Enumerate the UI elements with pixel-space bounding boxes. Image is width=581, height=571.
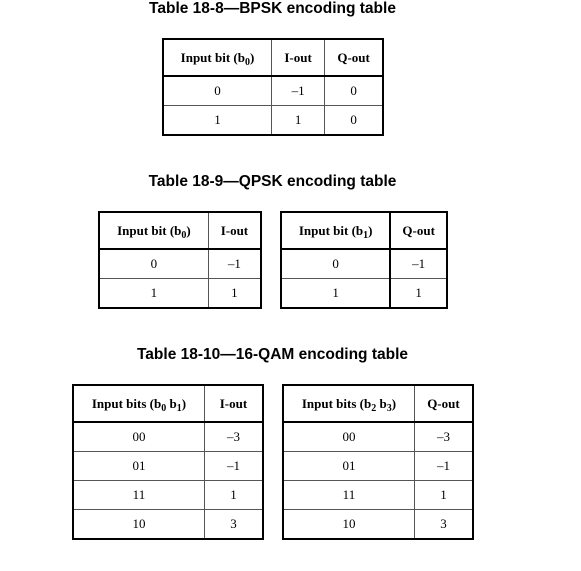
input-cell: 10 — [282, 509, 415, 540]
input-cell: 10 — [72, 509, 205, 540]
q-out-cell: –1 — [413, 451, 474, 481]
bpsk-table-caption: Table 18-8—BPSK encoding table — [149, 0, 396, 17]
header-text: ) — [249, 49, 255, 65]
header-subscript: 2 — [371, 402, 377, 414]
table-row: 01 –1 — [72, 451, 264, 481]
header-text: Input bits (b — [91, 395, 162, 411]
input-cell: 1 — [98, 278, 209, 309]
header-text: ) — [186, 222, 191, 238]
i-out-header: I-out — [203, 384, 264, 423]
input-cell: 00 — [72, 421, 205, 452]
header-text: ) — [181, 395, 187, 411]
table-row: 11 1 — [72, 480, 264, 510]
header-text: ) — [391, 395, 397, 411]
table-header-row: Input bit (b0) I-out — [98, 211, 262, 250]
table-row: 00 –3 — [282, 421, 474, 452]
i-out-header: I-out — [207, 211, 262, 250]
header-subscript: 3 — [386, 402, 392, 414]
table-row: 0 –1 0 — [162, 75, 384, 106]
input-cell: 0 — [280, 248, 391, 279]
qpsk-i-encoding-table: Input bit (b0) I-out 0 –1 1 1 — [98, 211, 262, 309]
input-cell: 0 — [98, 248, 209, 279]
table-row: 0 –1 — [280, 248, 448, 279]
i-out-cell: 1 — [270, 105, 326, 136]
header-text: b — [166, 395, 177, 411]
i-out-cell: –3 — [203, 421, 264, 452]
header-subscript: 0 — [244, 56, 250, 68]
table-row: 01 –1 — [282, 451, 474, 481]
input-cell: 11 — [72, 480, 205, 510]
header-text: b — [376, 395, 387, 411]
input-cell: 01 — [282, 451, 415, 481]
i-out-cell: 3 — [203, 509, 264, 540]
input-bit-header: Input bit (b1) — [280, 211, 391, 250]
qam16-table-caption: Table 18-10—16-QAM encoding table — [136, 346, 409, 363]
qam16-i-encoding-table: Input bits (b0 b1) I-out 00 –3 01 –1 11 1 1… — [72, 384, 264, 540]
header-subscript: 1 — [176, 402, 182, 414]
header-text: Input bits (b — [301, 395, 372, 411]
qpsk-table-caption: Table 18-9—QPSK encoding table — [148, 173, 397, 190]
qam16-q-encoding-table: Input bits (b2 b3) Q-out 00 –3 01 –1 11 1 1… — [282, 384, 474, 540]
table-row: 00 –3 — [72, 421, 264, 452]
q-out-header: Q-out — [413, 384, 474, 423]
q-out-header: Q-out — [324, 38, 384, 77]
q-out-header: Q-out — [389, 211, 448, 250]
q-out-cell: 3 — [413, 509, 474, 540]
input-bits-header: Input bits (b0 b1) — [72, 384, 205, 423]
input-cell: 1 — [280, 278, 391, 309]
i-out-cell: 1 — [207, 278, 262, 309]
q-out-cell: –1 — [389, 248, 448, 279]
input-cell: 11 — [282, 480, 415, 510]
input-cell: 00 — [282, 421, 415, 452]
table-row: 11 1 — [282, 480, 474, 510]
input-cell: 01 — [72, 451, 205, 481]
header-text: Input bit (b — [180, 49, 245, 65]
bpsk-encoding-table: Input bit (b0) I-out Q-out 0 –1 0 1 1 0 — [162, 38, 384, 136]
i-out-cell: –1 — [207, 248, 262, 279]
input-bit-header: Input bit (b0) — [162, 38, 272, 77]
i-out-cell: 1 — [203, 480, 264, 510]
header-text: Input bit (b — [298, 222, 364, 238]
input-bits-header: Input bits (b2 b3) — [282, 384, 415, 423]
table-header-row: Input bit (b0) I-out Q-out — [162, 38, 384, 77]
header-text: Input bit (b — [117, 222, 182, 238]
q-out-cell: –3 — [413, 421, 474, 452]
table-header-row: Input bit (b1) Q-out — [280, 211, 448, 250]
input-cell: 0 — [162, 75, 272, 106]
table-row: 10 3 — [72, 509, 264, 540]
table-row: 10 3 — [282, 509, 474, 540]
table-header-row: Input bits (b0 b1) I-out — [72, 384, 264, 423]
table-row: 1 1 0 — [162, 105, 384, 136]
i-out-header: I-out — [270, 38, 326, 77]
header-text: ) — [368, 222, 373, 238]
q-out-cell: 0 — [324, 75, 384, 106]
table-row: 1 1 — [280, 278, 448, 309]
header-subscript: 0 — [161, 402, 167, 414]
i-out-cell: –1 — [203, 451, 264, 481]
table-row: 0 –1 — [98, 248, 262, 279]
q-out-cell: 0 — [324, 105, 384, 136]
input-bit-header: Input bit (b0) — [98, 211, 209, 250]
q-out-cell: 1 — [389, 278, 448, 309]
header-subscript: 0 — [181, 229, 187, 241]
header-subscript: 1 — [363, 229, 369, 241]
i-out-cell: –1 — [270, 75, 326, 106]
table-row: 1 1 — [98, 278, 262, 309]
input-cell: 1 — [162, 105, 272, 136]
q-out-cell: 1 — [413, 480, 474, 510]
table-header-row: Input bits (b2 b3) Q-out — [282, 384, 474, 423]
qpsk-q-encoding-table: Input bit (b1) Q-out 0 –1 1 1 — [280, 211, 448, 309]
